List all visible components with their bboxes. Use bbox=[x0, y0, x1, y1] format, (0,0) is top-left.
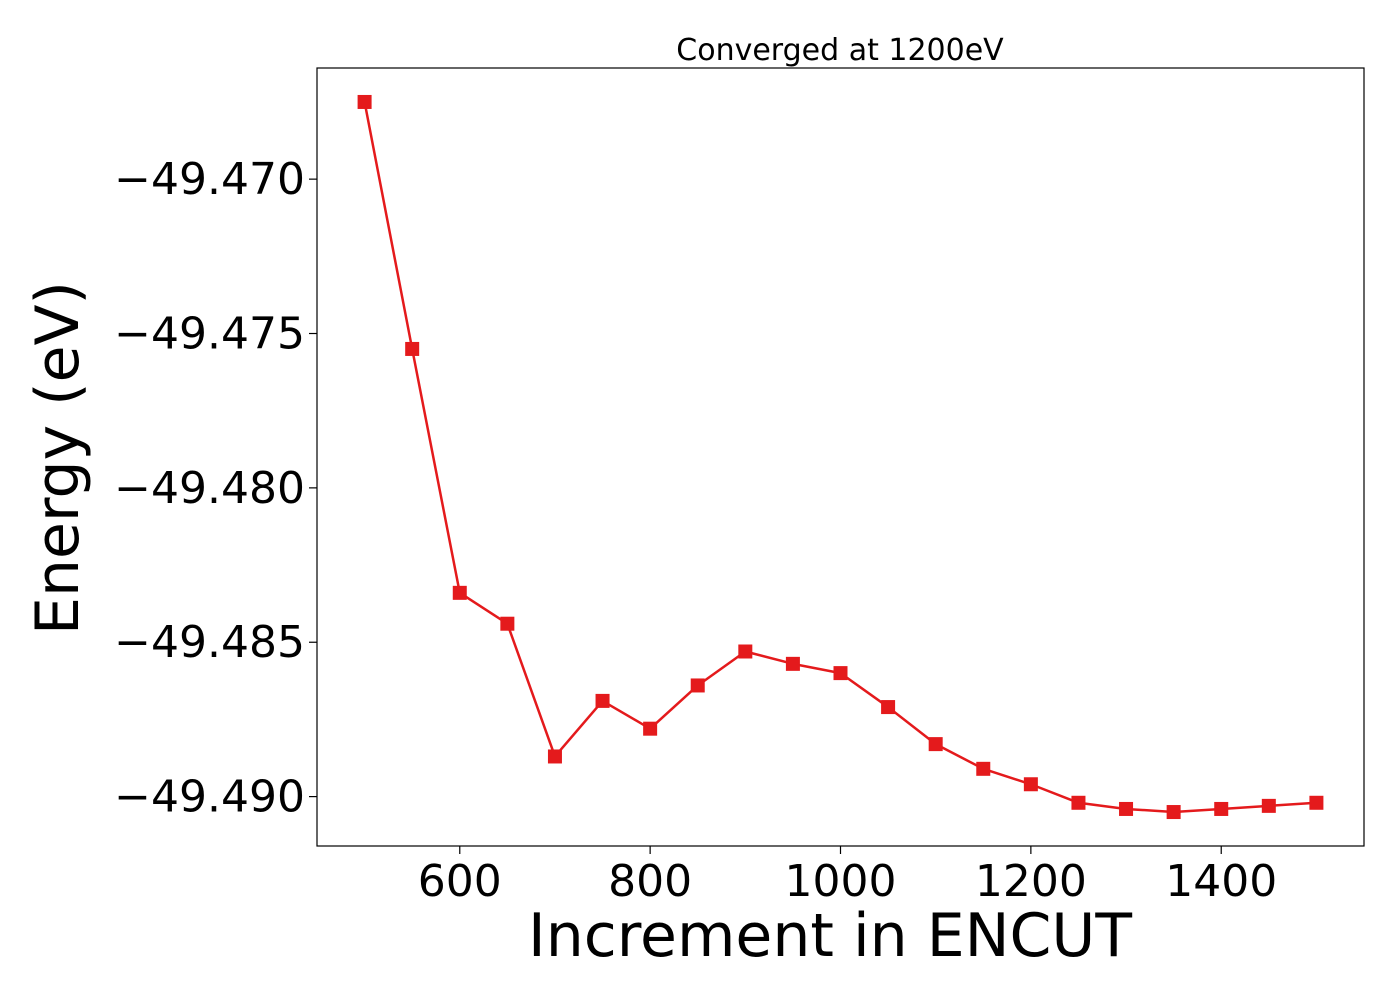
data-point bbox=[357, 94, 372, 109]
x-axis-ticks: 600 800 1000 1200 1400 bbox=[418, 846, 1277, 907]
data-point bbox=[1119, 801, 1134, 816]
data-point bbox=[500, 616, 515, 631]
data-point bbox=[547, 749, 562, 764]
x-tick-label: 1000 bbox=[785, 856, 897, 907]
data-point bbox=[690, 678, 705, 693]
y-tick-label: −49.480 bbox=[114, 463, 305, 514]
x-tick-label: 1400 bbox=[1165, 856, 1277, 907]
data-point bbox=[405, 341, 420, 356]
y-axis-label: Energy (eV) bbox=[23, 281, 93, 635]
data-point bbox=[928, 737, 943, 752]
data-point bbox=[1309, 795, 1324, 810]
data-point bbox=[1023, 777, 1038, 792]
plot-frame bbox=[316, 67, 1365, 847]
data-point bbox=[738, 644, 753, 659]
data-point bbox=[1166, 805, 1181, 820]
data-point bbox=[976, 761, 991, 776]
y-axis-ticks: −49.470 −49.475 −49.480 −49.485 −49.490 bbox=[114, 154, 317, 823]
data-point bbox=[1071, 795, 1086, 810]
x-tick-label: 800 bbox=[608, 856, 692, 907]
y-tick-label: −49.475 bbox=[114, 309, 305, 360]
data-point bbox=[833, 666, 848, 681]
x-tick-label: 600 bbox=[418, 856, 502, 907]
chart-title: Converged at 1200eV bbox=[676, 33, 1004, 68]
data-point bbox=[1214, 801, 1229, 816]
x-tick-label: 1200 bbox=[975, 856, 1087, 907]
y-tick-label: −49.470 bbox=[114, 154, 305, 205]
data-point bbox=[785, 656, 800, 671]
data-point bbox=[1261, 798, 1276, 813]
x-axis-label: Increment in ENCUT bbox=[528, 901, 1132, 971]
y-tick-label: −49.485 bbox=[114, 617, 305, 668]
series-layer bbox=[357, 94, 1324, 820]
data-point bbox=[452, 585, 467, 600]
series-line bbox=[363, 101, 1317, 814]
data-point bbox=[643, 721, 658, 736]
data-point bbox=[595, 693, 610, 708]
y-tick-label: −49.490 bbox=[114, 772, 305, 823]
data-point bbox=[881, 700, 896, 715]
